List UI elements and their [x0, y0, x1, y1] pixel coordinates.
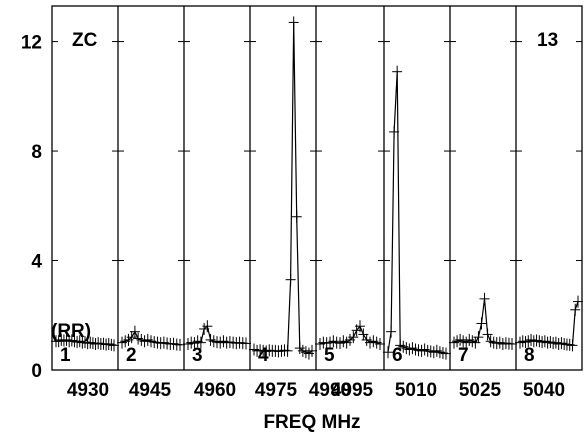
- x-tick-label: 4930: [67, 380, 109, 401]
- data-point: [539, 335, 550, 348]
- data-point: [375, 338, 385, 350]
- data-point: [520, 336, 531, 349]
- data-point: [550, 336, 561, 349]
- data-series: 1 2 3 4 5 6 7 8: [51, 16, 583, 366]
- y-axis: 0 4 8 12: [21, 33, 43, 382]
- data-point: [567, 339, 578, 352]
- data-point: [109, 339, 119, 352]
- data-point: [389, 125, 400, 138]
- panel-label: 6: [392, 345, 403, 366]
- data-point: [93, 337, 104, 350]
- data-point: [241, 337, 251, 350]
- panel-label: 1: [60, 345, 71, 366]
- x-tick-label: 4945: [129, 380, 172, 401]
- data-point: [66, 334, 77, 347]
- x-tick-label: 4995: [331, 380, 374, 401]
- data-point: [348, 331, 359, 344]
- panel-label: 8: [524, 345, 535, 366]
- data-point: [74, 335, 85, 348]
- data-point: [285, 273, 296, 286]
- data-point: [531, 334, 542, 347]
- panel-label: 7: [458, 345, 469, 366]
- data-point: [515, 336, 525, 349]
- data-point: [175, 338, 185, 351]
- y-tick-label: 8: [31, 142, 42, 163]
- x-tick-label: 5025: [459, 380, 502, 401]
- series-line-panel-6: [387, 71, 447, 355]
- data-point: [570, 303, 581, 316]
- data-point: [479, 292, 490, 305]
- x-axis-label: FREQ MHz: [263, 412, 360, 433]
- data-point: [291, 210, 302, 223]
- plot-panels: [51, 5, 583, 371]
- data-point: [195, 336, 206, 349]
- data-point: [53, 335, 64, 348]
- data-point: [386, 325, 397, 338]
- data-point: [473, 331, 484, 344]
- x-tick-label: 4990: [309, 380, 351, 401]
- panel-label: 4: [258, 345, 269, 366]
- panel-label: 2: [126, 345, 137, 366]
- data-point: [282, 344, 293, 357]
- data-point: [129, 325, 140, 338]
- x-tick-label: 5010: [395, 380, 437, 401]
- data-point: [564, 338, 575, 351]
- data-point: [507, 338, 517, 350]
- x-tick-label: 5040: [523, 380, 565, 401]
- data-point: [355, 320, 365, 333]
- data-point: [392, 65, 403, 78]
- data-point: [556, 337, 567, 350]
- data-point: [383, 346, 393, 359]
- data-point: [526, 333, 537, 346]
- data-point: [441, 347, 451, 360]
- data-point: [476, 317, 487, 330]
- data-point: [202, 320, 213, 333]
- data-point: [559, 338, 570, 350]
- data-point: [106, 338, 117, 351]
- x-tick-label: 4975: [255, 380, 298, 401]
- data-point: [307, 344, 317, 357]
- corner-label-left: ZC: [72, 30, 98, 51]
- plot-frame: [51, 5, 583, 371]
- data-point: [85, 336, 96, 349]
- data-point: [482, 328, 493, 341]
- y-tick-label: 0: [31, 361, 42, 382]
- data-point: [103, 338, 114, 350]
- polarization-label: (RR): [51, 321, 91, 342]
- series-line-panel-4: [253, 22, 313, 355]
- y-tick-label: 4: [31, 252, 42, 273]
- data-point: [545, 336, 556, 349]
- panel-label: 5: [324, 345, 335, 366]
- data-point: [573, 295, 583, 308]
- data-point: [288, 16, 299, 29]
- y-tick-label: 12: [21, 33, 42, 54]
- corner-label-right: 13: [537, 30, 558, 51]
- x-tick-label: 4960: [194, 380, 236, 401]
- data-point: [61, 333, 72, 346]
- panel-label: 3: [192, 345, 203, 366]
- data-point: [80, 336, 90, 349]
